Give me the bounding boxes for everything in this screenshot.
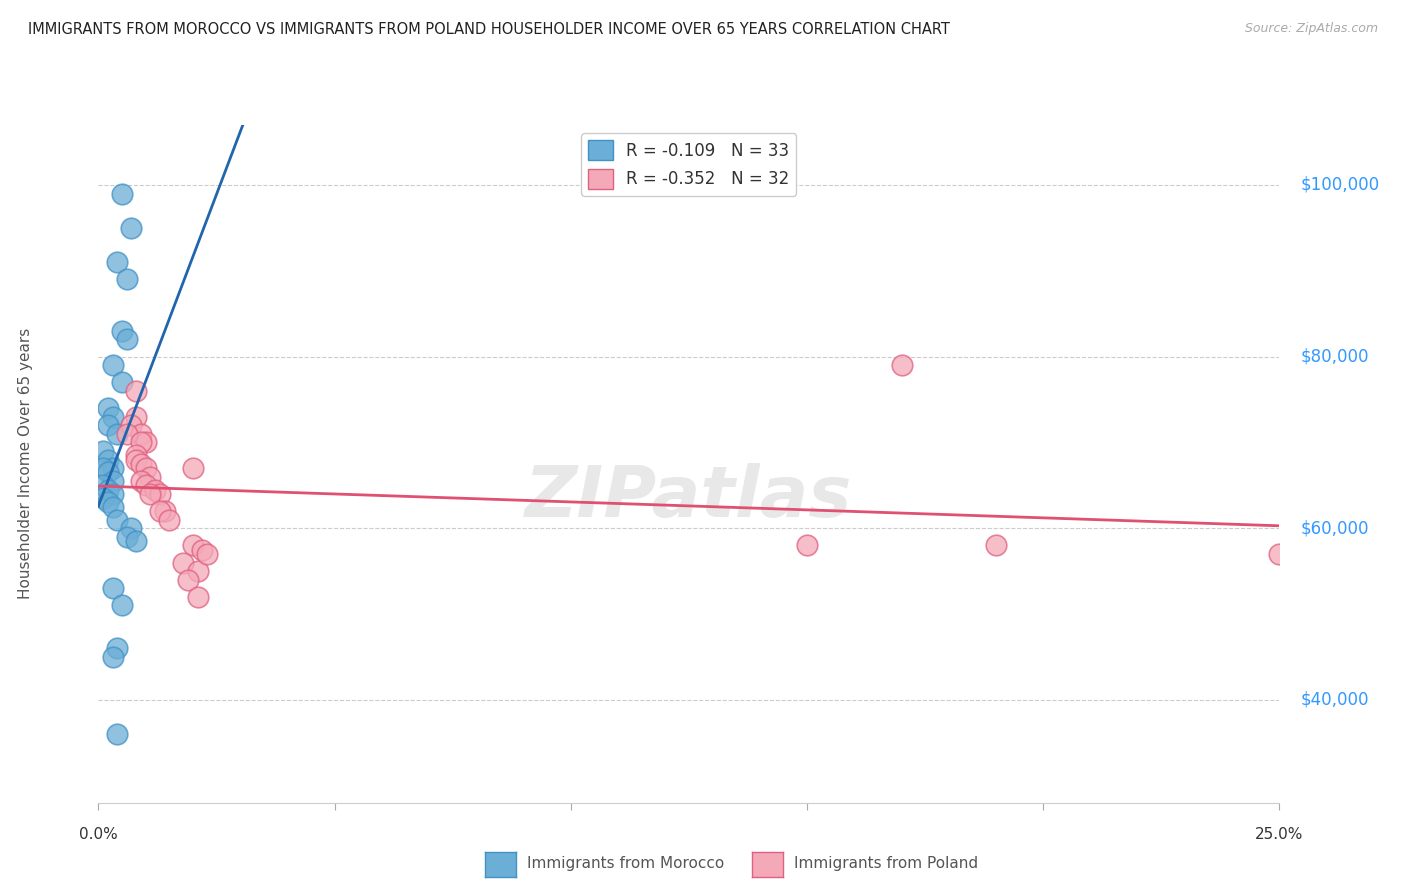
Point [153, 504, 176, 518]
Point [121, 220, 143, 235]
Point [143, 483, 166, 497]
Point [1268, 547, 1291, 561]
Text: 0.0%: 0.0% [79, 827, 118, 841]
Text: Source: ZipAtlas.com: Source: ZipAtlas.com [1244, 22, 1378, 36]
Point [187, 590, 209, 604]
Point [105, 727, 128, 741]
Point [129, 435, 152, 450]
Point [129, 457, 152, 471]
Point [101, 409, 124, 424]
Point [121, 418, 143, 433]
Point [105, 513, 128, 527]
Point [111, 376, 134, 390]
Point [111, 186, 134, 201]
Point [101, 358, 124, 372]
Point [97, 418, 120, 433]
Point [125, 452, 148, 467]
Text: $100,000: $100,000 [1301, 176, 1379, 194]
Text: Immigrants from Poland: Immigrants from Poland [794, 856, 979, 871]
Point [91, 491, 114, 505]
Point [172, 556, 194, 570]
Point [97, 452, 120, 467]
Point [129, 426, 152, 441]
Point [105, 641, 128, 656]
Text: $80,000: $80,000 [1301, 348, 1369, 366]
Point [91, 461, 114, 475]
Point [101, 500, 124, 514]
Point [191, 542, 214, 557]
Point [890, 358, 912, 372]
Text: ZIPatlas: ZIPatlas [526, 463, 852, 533]
Point [101, 581, 124, 595]
Point [97, 495, 120, 509]
Point [187, 564, 209, 578]
Point [149, 487, 172, 501]
Point [195, 547, 218, 561]
Point [125, 534, 148, 549]
Point [139, 469, 162, 483]
Point [135, 478, 157, 492]
Point [91, 478, 114, 492]
Point [121, 521, 143, 535]
Point [115, 426, 138, 441]
Point [135, 435, 157, 450]
Point [177, 573, 200, 587]
Point [115, 333, 138, 347]
Text: 25.0%: 25.0% [1256, 827, 1303, 841]
Point [129, 474, 152, 488]
Point [101, 474, 124, 488]
Point [97, 401, 120, 415]
Point [796, 538, 818, 552]
Point [115, 272, 138, 286]
Text: $60,000: $60,000 [1301, 519, 1369, 537]
Point [111, 324, 134, 338]
Point [97, 466, 120, 480]
Point [115, 530, 138, 544]
Point [91, 444, 114, 458]
Point [125, 409, 148, 424]
Point [97, 483, 120, 497]
Point [984, 538, 1007, 552]
Point [157, 513, 180, 527]
Point [125, 384, 148, 398]
Point [105, 255, 128, 269]
Legend: R = -0.109   N = 33, R = -0.352   N = 32: R = -0.109 N = 33, R = -0.352 N = 32 [582, 133, 796, 195]
Point [111, 599, 134, 613]
Point [101, 649, 124, 664]
Text: $40,000: $40,000 [1301, 690, 1369, 709]
Point [101, 461, 124, 475]
Point [181, 538, 204, 552]
Point [181, 461, 204, 475]
Text: Householder Income Over 65 years: Householder Income Over 65 years [18, 328, 32, 599]
Point [149, 504, 172, 518]
Text: IMMIGRANTS FROM MOROCCO VS IMMIGRANTS FROM POLAND HOUSEHOLDER INCOME OVER 65 YEA: IMMIGRANTS FROM MOROCCO VS IMMIGRANTS FR… [28, 22, 950, 37]
Text: Immigrants from Morocco: Immigrants from Morocco [527, 856, 724, 871]
Point [105, 426, 128, 441]
Point [135, 461, 157, 475]
Point [125, 448, 148, 462]
Point [101, 487, 124, 501]
Point [139, 487, 162, 501]
